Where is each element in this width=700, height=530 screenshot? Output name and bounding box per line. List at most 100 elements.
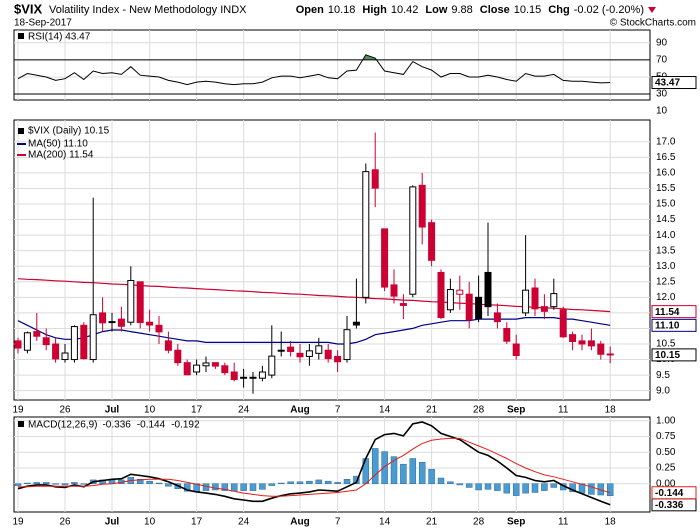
candle-body (33, 331, 41, 337)
symbol: $VIX (14, 1, 43, 16)
histogram-bar (550, 483, 558, 488)
candle-body (324, 349, 332, 360)
panel-frame (13, 29, 651, 101)
last-value-label: 10.15 (655, 350, 680, 361)
candle-body (240, 376, 248, 379)
x-tick-label: 17 (191, 517, 203, 528)
x-tick-label: 14 (379, 517, 391, 528)
quote-field: Open (296, 4, 324, 16)
x-tick-label: Aug (290, 517, 309, 528)
histogram-bar (400, 463, 407, 484)
histogram-bar (541, 483, 548, 491)
legend-value: -0.336 (102, 420, 131, 431)
candle-body (174, 349, 182, 364)
candle-body (597, 343, 605, 355)
quote-field: High (362, 4, 387, 16)
candle-body (305, 350, 313, 357)
histogram-bar (212, 483, 219, 491)
histogram-bar (334, 482, 341, 484)
y-tick-label: 13.5 (656, 245, 676, 256)
histogram-bar (259, 483, 266, 490)
histogram-bar (381, 451, 388, 484)
candle-body (164, 340, 172, 351)
candle-body (418, 184, 426, 228)
last-value-box (651, 76, 697, 90)
candle-body (446, 289, 454, 311)
candle-body (409, 186, 417, 295)
macd-line (17, 421, 611, 506)
copyright: © StockCharts.com (610, 18, 696, 29)
histogram-bar (418, 462, 426, 484)
histogram-bar (183, 483, 191, 492)
candle-body (136, 281, 144, 324)
y-tick-label: 16.5 (656, 152, 676, 163)
x-tick-label: Jul (105, 405, 120, 416)
histogram-bar (268, 483, 276, 486)
y-tick-label: 0.25 (656, 463, 676, 474)
last-value-label: -0.144 (655, 488, 684, 499)
quote-field: Low (425, 4, 447, 16)
y-tick-label: 13.0 (656, 261, 676, 272)
quote-value: 10.42 (391, 4, 419, 16)
histogram-bar (42, 482, 50, 484)
candle-body (268, 355, 276, 376)
histogram-bar (343, 479, 351, 484)
rsi-line (17, 54, 611, 86)
y-tick-label: 12.5 (656, 276, 676, 287)
x-tick-label: 7 (335, 405, 341, 416)
candle-body (52, 343, 60, 360)
x-tick-label: 28 (473, 517, 485, 528)
histogram-bar (230, 483, 238, 492)
quote-value: 10.18 (328, 4, 356, 16)
histogram-bar (324, 480, 332, 484)
legend: MACD(12,26,9) (28, 420, 97, 431)
y-tick-label: 10 (656, 106, 668, 117)
candle-body (193, 364, 201, 373)
last-value-box (651, 305, 697, 319)
x-tick-label: 19 (12, 405, 24, 416)
candle-body (343, 329, 351, 361)
legend-icon (18, 33, 24, 39)
candle-body (14, 340, 22, 349)
x-tick-label: 24 (238, 405, 250, 416)
x-tick-label: 17 (191, 405, 203, 416)
x-tick-label: 10 (144, 517, 156, 528)
candle-body (578, 340, 586, 345)
y-tick-label: 9.0 (656, 385, 670, 396)
candle-body (117, 318, 125, 327)
candle-body (465, 293, 473, 321)
candle-body (362, 171, 370, 298)
candle-body (277, 349, 285, 352)
legend: MA(200) 11.54 (28, 150, 94, 161)
histogram-bar (24, 482, 31, 484)
candle-body (381, 228, 389, 288)
candle-body (183, 362, 191, 376)
legend-value: -0.192 (171, 420, 200, 431)
histogram-bar (136, 479, 144, 484)
x-tick-label: 26 (59, 517, 71, 528)
candle-body (456, 289, 464, 295)
legend: MA(50) 11.10 (28, 139, 88, 150)
candle-body (249, 376, 257, 379)
y-tick-label: 30 (656, 89, 668, 100)
x-tick-label: 24 (238, 517, 250, 528)
histogram-bar (475, 483, 482, 491)
quote-field: Chg (548, 4, 569, 16)
x-tick-label: 18 (605, 517, 617, 528)
candle-body (522, 289, 530, 314)
histogram-bar (447, 481, 454, 484)
histogram-bar (465, 483, 473, 488)
x-tick-label: 21 (426, 405, 438, 416)
y-tick-label: 12.0 (656, 292, 676, 303)
candle-body (531, 287, 539, 310)
candle-body (23, 332, 31, 351)
histogram-bar (14, 483, 22, 486)
candle-body (484, 271, 492, 308)
legend-icon (18, 421, 24, 427)
x-tick-label: Aug (290, 405, 309, 416)
histogram-bar (287, 481, 294, 484)
x-tick-label: Sep (507, 405, 525, 416)
y-tick-label: 14.0 (656, 230, 676, 241)
y-tick-label: 16.0 (656, 168, 676, 179)
x-tick-label: 10 (144, 405, 156, 416)
